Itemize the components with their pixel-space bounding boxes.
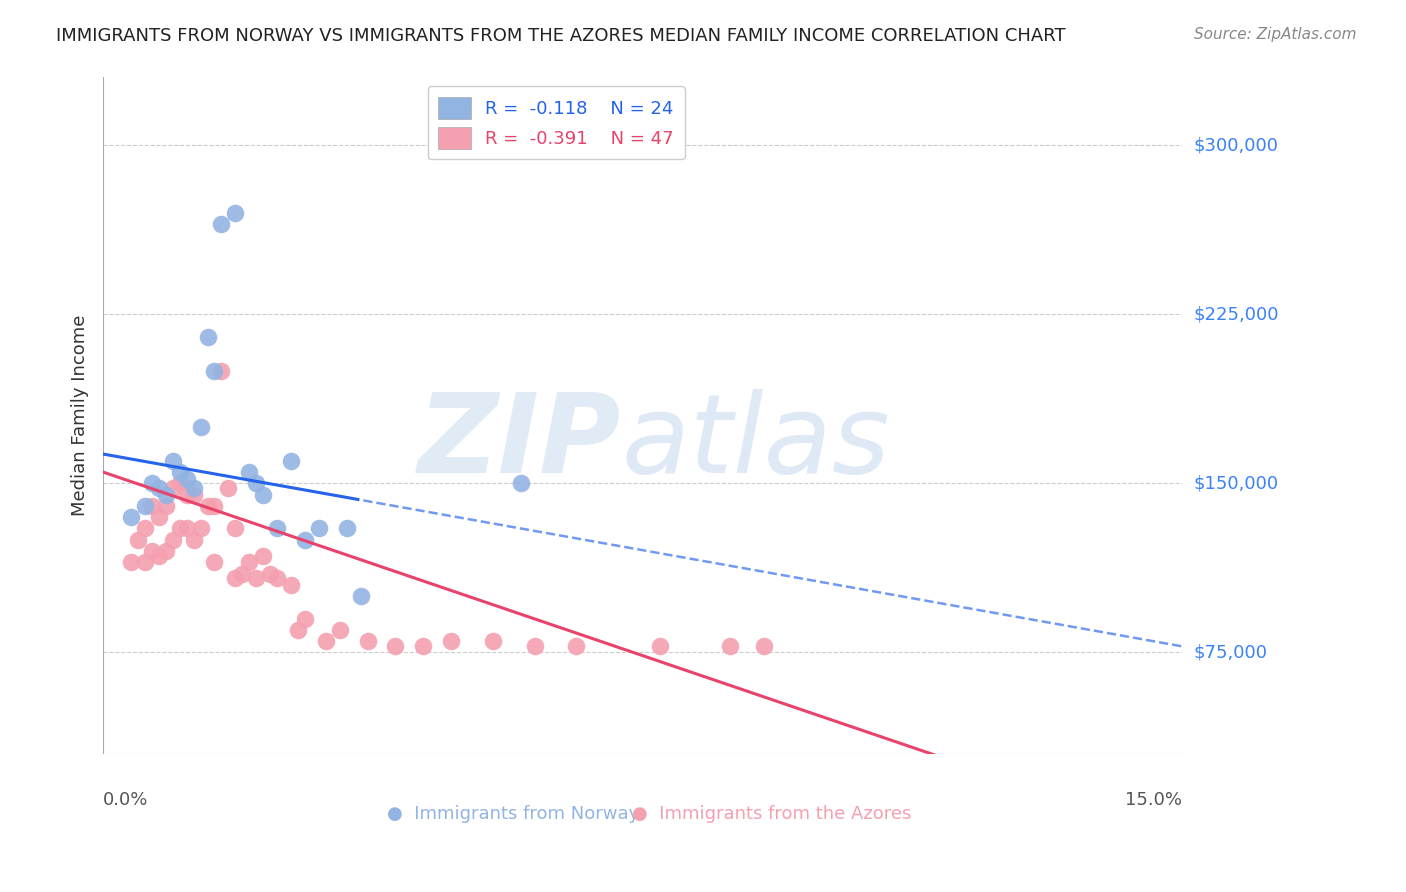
Point [294, 612, 316, 626]
Point [238, 555, 260, 569]
Text: $300,000: $300,000 [1194, 136, 1278, 154]
Point [176, 488, 198, 502]
Point [287, 623, 309, 637]
Point [231, 566, 253, 581]
Point [155, 544, 177, 558]
Point [134, 555, 156, 569]
Text: IMMIGRANTS FROM NORWAY VS IMMIGRANTS FROM THE AZORES MEDIAN FAMILY INCOME CORREL: IMMIGRANTS FROM NORWAY VS IMMIGRANTS FRO… [56, 27, 1066, 45]
Text: 0.0%: 0.0% [103, 791, 149, 809]
Point [155, 488, 177, 502]
Point [482, 634, 505, 648]
Point [266, 521, 288, 535]
Point [176, 521, 198, 535]
Point [238, 465, 260, 479]
Text: 15.0%: 15.0% [1125, 791, 1182, 809]
Point [217, 481, 239, 495]
Point [141, 544, 163, 558]
Point [252, 488, 274, 502]
Point [336, 521, 359, 535]
Point [356, 634, 378, 648]
Point [252, 549, 274, 563]
Text: $150,000: $150,000 [1194, 475, 1278, 492]
Point [197, 330, 219, 344]
Text: ZIP: ZIP [418, 389, 621, 496]
Point [148, 549, 170, 563]
Point [162, 533, 184, 547]
Text: ●  Immigrants from the Azores: ● Immigrants from the Azores [633, 805, 911, 822]
Text: $75,000: $75,000 [1194, 643, 1267, 662]
Point [162, 454, 184, 468]
Text: ●  Immigrants from Norway: ● Immigrants from Norway [387, 805, 640, 822]
Point [245, 571, 267, 585]
Point [315, 634, 337, 648]
Point [183, 533, 205, 547]
Point [266, 571, 288, 585]
Point [440, 634, 463, 648]
Point [211, 217, 233, 231]
Point [134, 499, 156, 513]
Point [754, 639, 776, 653]
Point [211, 363, 233, 377]
Point [169, 521, 191, 535]
Text: atlas: atlas [621, 389, 890, 496]
Point [169, 476, 191, 491]
Text: $225,000: $225,000 [1194, 305, 1278, 323]
Point [197, 499, 219, 513]
Point [384, 639, 406, 653]
Point [148, 481, 170, 495]
Point [224, 521, 246, 535]
Point [308, 521, 330, 535]
Point [280, 454, 302, 468]
Point [127, 533, 149, 547]
Point [176, 472, 198, 486]
Point [245, 476, 267, 491]
Point [120, 510, 142, 524]
Point [294, 533, 316, 547]
Point [509, 476, 531, 491]
Point [162, 481, 184, 495]
Point [120, 555, 142, 569]
Point [204, 555, 226, 569]
Legend: R =  -0.118    N = 24, R =  -0.391    N = 47: R = -0.118 N = 24, R = -0.391 N = 47 [427, 87, 685, 160]
Point [350, 589, 373, 603]
Point [183, 488, 205, 502]
Point [329, 623, 352, 637]
Point [141, 499, 163, 513]
Text: Source: ZipAtlas.com: Source: ZipAtlas.com [1194, 27, 1357, 42]
Point [183, 481, 205, 495]
Point [280, 578, 302, 592]
Point [224, 206, 246, 220]
Point [523, 639, 546, 653]
Point [224, 571, 246, 585]
Point [718, 639, 741, 653]
Point [169, 465, 191, 479]
Point [190, 521, 212, 535]
Y-axis label: Median Family Income: Median Family Income [72, 315, 89, 516]
Point [648, 639, 671, 653]
Point [204, 499, 226, 513]
Point [148, 510, 170, 524]
Point [134, 521, 156, 535]
Point [190, 420, 212, 434]
Point [259, 566, 281, 581]
Point [565, 639, 588, 653]
Point [204, 363, 226, 377]
Point [412, 639, 434, 653]
Point [155, 499, 177, 513]
Point [141, 476, 163, 491]
